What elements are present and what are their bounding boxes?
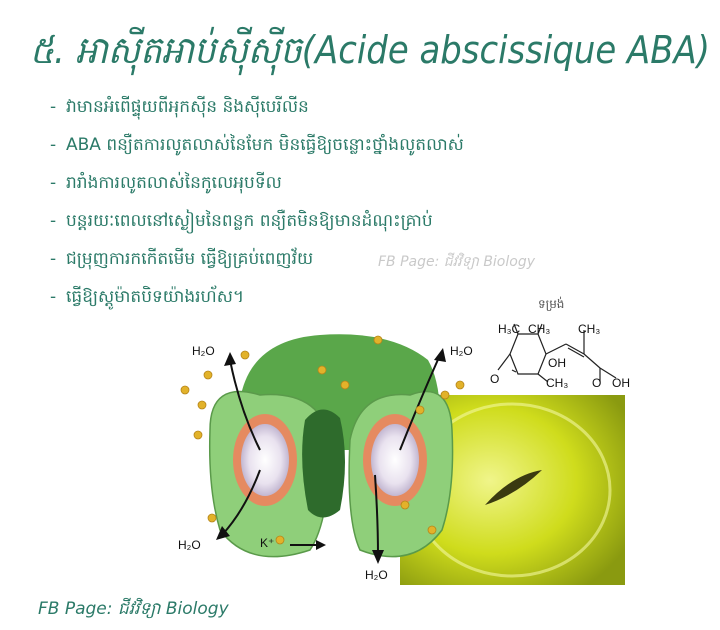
mol-h3c-label: H₃C bbox=[498, 322, 521, 336]
potassium-ions bbox=[180, 335, 465, 545]
page-title: ៥. អាស៊ីតអាប់ស៊ីស៊ីច(Acide abscissique A… bbox=[30, 22, 710, 84]
list-item: - វាមានអំពើផ្ទុយពីអុកស៊ីន និងស៊ីបេរីលីន bbox=[50, 92, 530, 130]
list-item: - បន្តរយៈពេលនៅស្ងៀមនៃពន្លក ពន្យឺតមិនឱ្យមា… bbox=[50, 206, 530, 244]
stoma-opening bbox=[302, 409, 345, 518]
stomata-illustration bbox=[180, 334, 625, 585]
bullet-dash: - bbox=[50, 287, 57, 307]
h2o-label: H₂O bbox=[365, 568, 388, 582]
list-item-text: ធ្វើឱ្យស្តូម៉ាតបិទយ៉ាងរហ័ស។ bbox=[66, 287, 245, 307]
potassium-label: K⁺ bbox=[260, 536, 275, 550]
aba-molecule-diagram bbox=[497, 323, 617, 383]
bullet-dash: - bbox=[50, 135, 57, 155]
list-item-text: ជម្រុញការកកើតមើម ធ្វើឱ្យគ្រប់ពេញវ័យ bbox=[66, 249, 314, 269]
bullet-list: - វាមានអំពើផ្ទុយពីអុកស៊ីន និងស៊ីបេរីលីន -… bbox=[50, 92, 530, 320]
mol-o-label: O bbox=[490, 372, 500, 386]
h2o-label: H₂O bbox=[450, 344, 473, 358]
list-item-text: វាមានអំពើផ្ទុយពីអុកស៊ីន និងស៊ីបេរីលីន bbox=[66, 97, 309, 117]
stoma-pore bbox=[485, 470, 542, 505]
footer-credit: FB Page: ជីវវិទ្យា Biology bbox=[38, 599, 229, 619]
mol-ch3-label: CH₃ bbox=[528, 322, 551, 336]
molecule-caption: ទម្រង់ bbox=[538, 297, 565, 311]
vacuole-left bbox=[241, 424, 289, 496]
h2o-label: H₂O bbox=[192, 344, 215, 358]
list-item-text: រារាំងការលូតលាស់នៃកូលេអុបទីល bbox=[66, 173, 282, 193]
bullet-dash: - bbox=[50, 97, 57, 117]
mol-oh-label: OH bbox=[612, 376, 630, 390]
list-item-text: បន្តរយៈពេលនៅស្ងៀមនៃពន្លក ពន្យឺតមិនឱ្យមាន… bbox=[66, 211, 433, 231]
mol-o-label: O bbox=[592, 376, 602, 390]
mol-ch3-label: CH₃ bbox=[546, 376, 569, 390]
list-item: - ABA ពន្យឺតការលូតលាស់នៃមែក មិនធ្វើឱ្យចន្… bbox=[50, 130, 530, 168]
bullet-dash: - bbox=[50, 211, 57, 231]
mol-ch3-label: CH₃ bbox=[578, 322, 601, 336]
page-title-text: ៥. អាស៊ីតអាប់ស៊ីស៊ីច(Acide abscissique A… bbox=[30, 28, 710, 72]
vacuole-right bbox=[371, 424, 419, 496]
list-item: - រារាំងការលូតលាស់នៃកូលេអុបទីល bbox=[50, 168, 530, 206]
mol-oh-label: OH bbox=[548, 356, 566, 370]
bullet-dash: - bbox=[50, 249, 57, 269]
list-item-text: ABA ពន្យឺតការលូតលាស់នៃមែក មិនធ្វើឱ្យចន្ល… bbox=[66, 135, 464, 155]
list-item: - ធ្វើឱ្យស្តូម៉ាតបិទយ៉ាងរហ័ស។ bbox=[50, 282, 530, 320]
h2o-label: H₂O bbox=[178, 538, 201, 552]
list-item: - ជម្រុញការកកើតមើម ធ្វើឱ្យគ្រប់ពេញវ័យ bbox=[50, 244, 530, 282]
watermark: FB Page: ជីវវិទ្យា Biology bbox=[378, 254, 536, 270]
stomata-figure: H₂O H₂O H₂O H₂O K⁺ bbox=[150, 300, 710, 590]
bullet-dash: - bbox=[50, 173, 57, 193]
